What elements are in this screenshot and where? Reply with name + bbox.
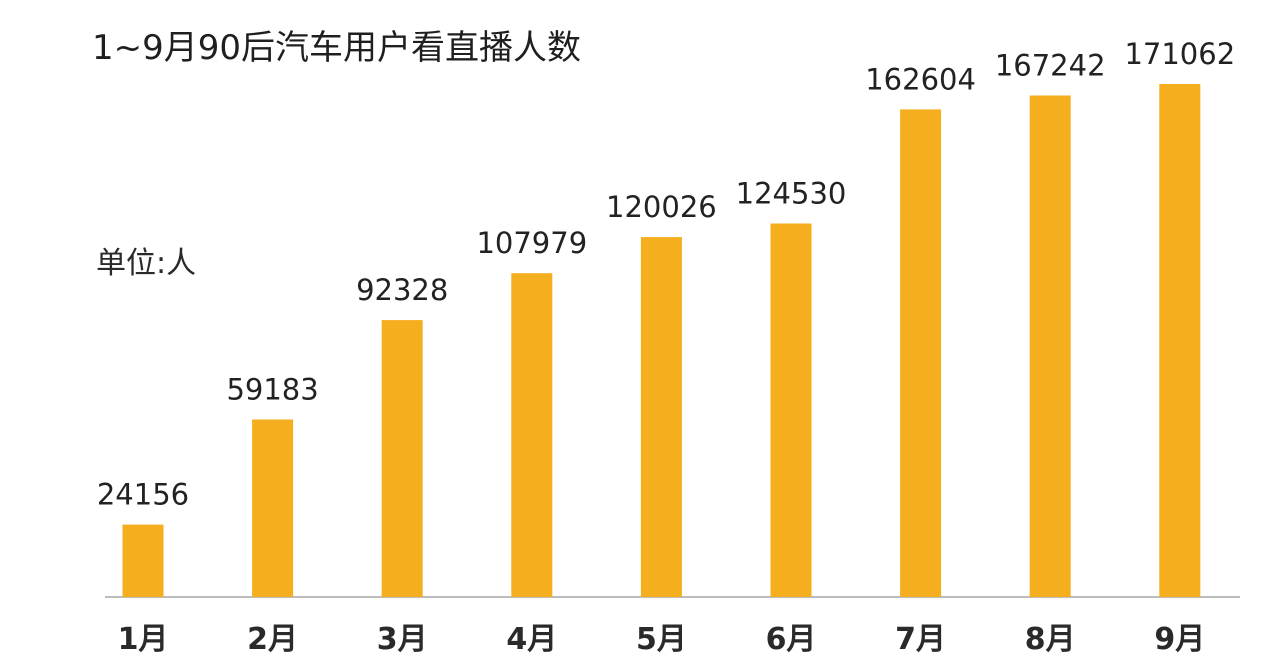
bar-4 xyxy=(511,273,553,597)
chart-title: 1~9月90后汽车用户看直播人数 xyxy=(92,28,582,68)
bar-5 xyxy=(640,237,682,597)
bar-7 xyxy=(900,109,942,598)
x-tick-label-2: 2月 xyxy=(247,622,298,657)
bar-6 xyxy=(770,223,812,597)
data-label-9: 171062 xyxy=(1124,37,1235,71)
x-tick-label-8: 8月 xyxy=(1025,622,1076,657)
unit-label: 单位:人 xyxy=(96,246,197,281)
bar-1 xyxy=(122,524,164,597)
data-label-6: 124530 xyxy=(736,177,847,211)
bar-2 xyxy=(252,419,294,597)
x-tick-label-3: 3月 xyxy=(377,622,428,657)
data-label-2: 59183 xyxy=(226,373,318,407)
data-label-1: 24156 xyxy=(97,478,189,512)
x-tick-label-4: 4月 xyxy=(506,622,557,657)
data-label-5: 120026 xyxy=(606,190,717,224)
data-label-4: 107979 xyxy=(476,226,587,260)
x-tick-label-1: 1月 xyxy=(118,622,169,657)
bar-8 xyxy=(1029,95,1071,597)
x-tick-label-6: 6月 xyxy=(766,622,817,657)
data-label-8: 167242 xyxy=(995,49,1106,83)
bar-3 xyxy=(381,320,423,597)
x-tick-label-7: 7月 xyxy=(895,622,946,657)
data-label-7: 162604 xyxy=(865,62,976,96)
bar-9 xyxy=(1159,84,1201,597)
data-label-3: 92328 xyxy=(356,273,448,307)
x-tick-label-5: 5月 xyxy=(636,622,687,657)
x-tick-label-9: 9月 xyxy=(1154,622,1205,657)
